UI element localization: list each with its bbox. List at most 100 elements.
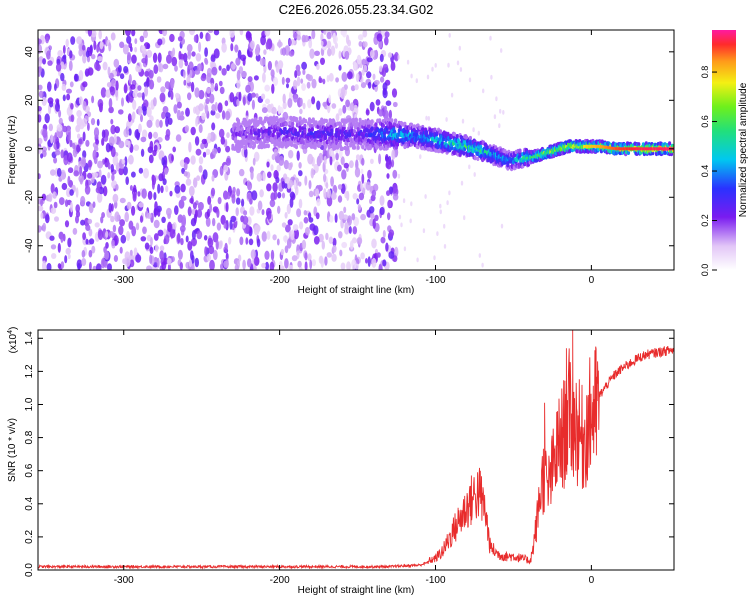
heatmap-cell (178, 199, 185, 209)
heatmap-cell (355, 121, 359, 126)
heatmap-cell (361, 145, 365, 150)
heatmap-cell (101, 137, 105, 146)
y-tick-label: 0.0 (24, 563, 35, 577)
heatmap-cell (229, 92, 235, 103)
heatmap-cell (180, 110, 184, 116)
heatmap-cell (131, 30, 136, 37)
heatmap-cell (153, 97, 157, 107)
snr-scale-label: (x104) (7, 327, 19, 354)
heatmap-cell (101, 129, 106, 139)
heatmap-cell (140, 236, 147, 242)
heatmap-cell (174, 205, 179, 216)
heatmap-cell (138, 167, 144, 174)
heatmap-cell (225, 145, 231, 153)
heatmap-cell (40, 198, 44, 207)
heatmap-cell (176, 101, 182, 109)
heatmap-cell (320, 40, 324, 47)
heatmap-cell (583, 144, 586, 148)
heatmap-cell (38, 68, 41, 77)
heatmap-cell (155, 244, 159, 253)
heatmap-cell (127, 113, 132, 122)
heatmap-cell (478, 253, 481, 258)
heatmap-cell (293, 228, 299, 240)
heatmap-cell (224, 100, 229, 107)
heatmap-cell (148, 154, 154, 164)
heatmap-cell (461, 118, 465, 124)
heatmap-cell (240, 54, 247, 62)
heatmap-cell (226, 64, 231, 72)
heatmap-cell (325, 232, 329, 241)
heatmap-cell (298, 116, 302, 121)
heatmap-cell (48, 193, 53, 203)
heatmap-cell (259, 189, 264, 198)
heatmap-cell (180, 195, 187, 201)
heatmap-cell (196, 175, 201, 182)
heatmap-cell (127, 154, 134, 165)
heatmap-cell (108, 98, 113, 109)
heatmap-cell (403, 246, 407, 252)
heatmap-cell (69, 139, 73, 148)
heatmap-cell (38, 38, 42, 45)
heatmap-cell (131, 54, 137, 64)
heatmap-cell (118, 140, 125, 149)
heatmap-cell (181, 214, 186, 226)
heatmap-cell (318, 77, 323, 84)
heatmap-cell (438, 129, 443, 134)
heatmap-cell (309, 130, 313, 136)
colorbar: 0.0 0.2 0.4 0.6 0.8 Normalized spectral ampl… (700, 30, 749, 276)
heatmap-cell (56, 167, 62, 177)
heatmap-cell (344, 190, 348, 199)
heatmap-cell (187, 50, 192, 60)
heatmap-cell (250, 249, 256, 260)
heatmap-cell (197, 201, 204, 211)
heatmap-cell (431, 66, 434, 72)
heatmap-cell (333, 185, 337, 193)
heatmap-cell (245, 237, 249, 245)
heatmap-cell (200, 74, 207, 82)
heatmap-cell (215, 239, 219, 250)
heatmap-cell (281, 117, 285, 122)
heatmap-cell (382, 82, 388, 92)
heatmap-cell (70, 201, 73, 213)
heatmap-cell (58, 117, 63, 125)
heatmap-cell (67, 237, 72, 248)
heatmap-cell (130, 84, 136, 90)
heatmap-cell (196, 63, 203, 72)
heatmap-cell (366, 71, 372, 79)
heatmap-cell (87, 122, 90, 131)
heatmap-cell (50, 169, 56, 176)
heatmap-cell (185, 178, 192, 186)
heatmap-cell (159, 119, 163, 128)
heatmap-cell (323, 173, 327, 183)
heatmap-cell (376, 252, 381, 258)
heatmap-cell (205, 217, 211, 227)
heatmap-cell (50, 207, 57, 214)
x-tick-label: -300 (114, 575, 134, 586)
heatmap-cell (410, 73, 413, 79)
heatmap-cell (256, 172, 262, 182)
heatmap-cell (131, 205, 136, 216)
heatmap-cell (273, 148, 278, 157)
heatmap-cell (613, 147, 615, 150)
heatmap-cell (81, 258, 87, 266)
heatmap-cell (148, 131, 153, 140)
heatmap-cell (64, 199, 69, 208)
heatmap-cell (472, 127, 475, 133)
heatmap-cell (323, 188, 327, 199)
heatmap-cell (433, 255, 436, 261)
heatmap-cell (210, 82, 215, 93)
heatmap-cell (50, 244, 57, 250)
heatmap-cell (90, 54, 96, 60)
heatmap-cell (180, 183, 186, 193)
heatmap-cell (372, 183, 379, 192)
heatmap-cell (89, 238, 95, 245)
heatmap-cell (225, 202, 229, 213)
heatmap-cell (232, 186, 236, 194)
heatmap-cell (455, 134, 459, 139)
heatmap-cell (153, 256, 158, 263)
heatmap-cell (129, 185, 133, 191)
heatmap-cell (201, 138, 207, 145)
heatmap-cell (257, 128, 261, 134)
heatmap-cell (146, 77, 150, 83)
heatmap-cell (226, 132, 230, 139)
